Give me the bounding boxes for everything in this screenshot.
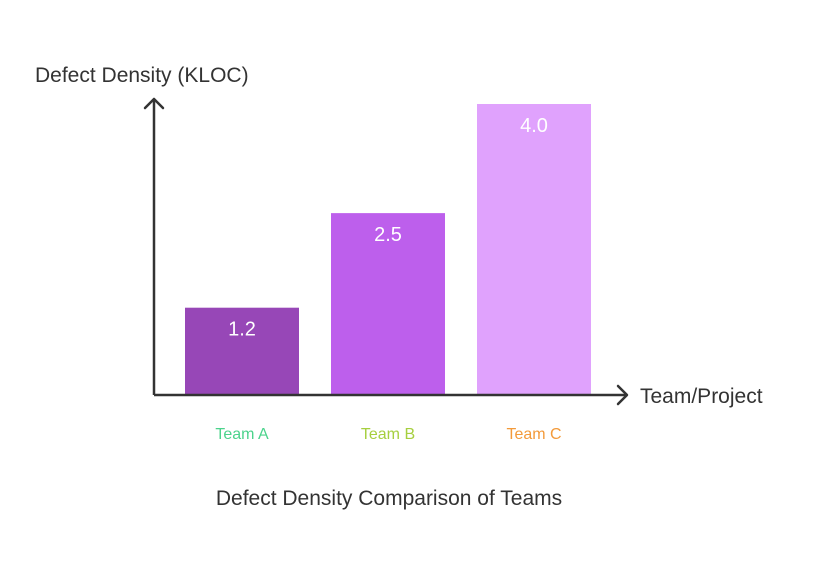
bar-value-label: 1.2 (228, 319, 256, 341)
category-label: Team A (215, 426, 269, 443)
bar-value-label: 2.5 (374, 224, 402, 246)
bar-value-label: 4.0 (520, 115, 548, 137)
chart-title: Defect Density Comparison of Teams (216, 487, 562, 510)
y-axis-title: Defect Density (KLOC) (35, 64, 249, 87)
bar-team-a (185, 307, 299, 395)
category-label: Team B (361, 426, 415, 443)
bar-team-b (331, 213, 445, 395)
category-labels-group: Team A Team B Team C (215, 426, 561, 443)
bars-group: 1.2 2.5 4.0 (185, 104, 591, 395)
category-label: Team C (506, 426, 561, 443)
axes-group (143, 97, 629, 406)
x-axis-title: Team/Project (640, 385, 763, 408)
y-axis-arrow-icon (143, 97, 165, 110)
x-axis-arrow-icon (616, 384, 629, 406)
bar-team-c (477, 104, 591, 395)
